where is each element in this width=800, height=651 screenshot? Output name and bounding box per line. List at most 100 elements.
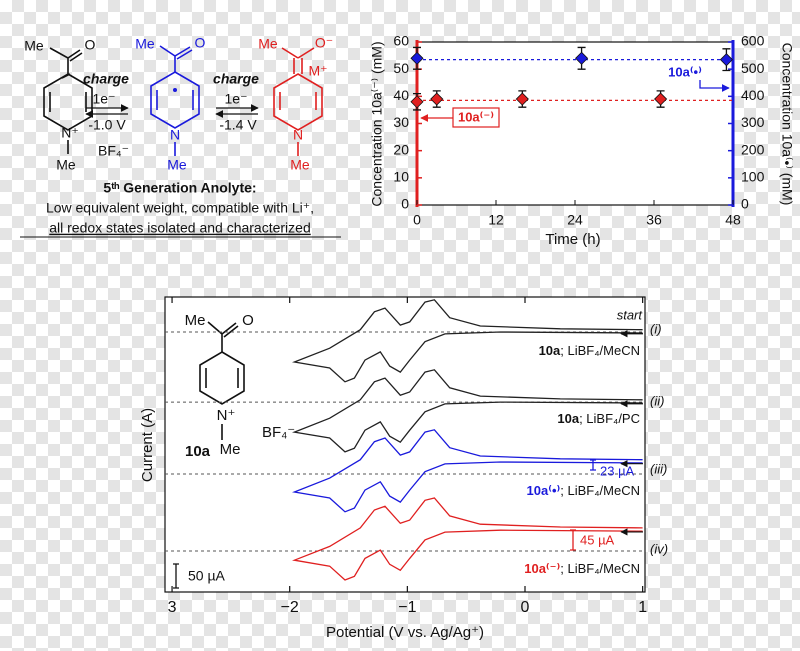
label: O	[242, 312, 254, 329]
x-tick-label: 48	[725, 212, 741, 228]
trace-tag: (ii)	[650, 393, 664, 408]
radical-dot	[173, 88, 177, 92]
medium: ; LiBF₄/MeCN	[560, 561, 640, 576]
label: N⁺	[61, 125, 79, 141]
medium: ; LiBF₄/MeCN	[560, 483, 640, 498]
label: Me	[290, 157, 310, 173]
y-tick-label: 60	[393, 33, 409, 49]
x-tick-label: −1	[398, 599, 416, 616]
label: O	[85, 37, 96, 53]
label: 1e⁻	[93, 91, 116, 107]
trace-label: 10a⁽⁻⁾; LiBF₄/MeCN	[524, 561, 640, 576]
y2-tick-label: 0	[741, 196, 749, 212]
y2-tick-label: 200	[741, 141, 765, 157]
label: O	[195, 35, 206, 51]
y-axis-title: Current (A)	[139, 408, 156, 482]
label: -1.0 V	[88, 117, 126, 133]
y2-tick-label: 300	[741, 114, 765, 130]
compound: 10a	[539, 343, 561, 358]
point	[654, 92, 668, 106]
x-tick-label: 0	[413, 212, 421, 228]
ring	[150, 71, 200, 129]
scale-label: 45 µA	[580, 532, 615, 547]
trace-tag: (i)	[650, 321, 662, 336]
acetyl	[159, 45, 193, 72]
y2-tick-label: 600	[741, 33, 765, 49]
medium: ; LiBF₄/MeCN	[560, 343, 640, 358]
series-arrow	[699, 80, 730, 92]
right-molecule: Me O⁻ M⁺ N Me	[258, 35, 333, 173]
enolate	[281, 47, 315, 74]
caption-title: 5ᵗʰ Generation Anolyte:	[103, 180, 256, 196]
compound: 10a⁽⁻⁾	[524, 561, 560, 576]
x-tick-label: 3	[168, 599, 177, 616]
y-tick-label: 30	[393, 114, 409, 130]
medium: ; LiBF₄/PC	[579, 411, 640, 426]
caption: all redox states isolated and characteri…	[49, 220, 310, 236]
point	[575, 51, 589, 65]
scale-bar-label: 50 µA	[188, 568, 226, 584]
point	[515, 92, 529, 106]
y-tick-label: 40	[393, 87, 409, 103]
label: Me	[135, 36, 155, 52]
acetyl	[207, 321, 239, 352]
label: M⁺	[308, 63, 327, 79]
label: BF₄⁻	[262, 424, 295, 441]
series-label: 10a⁽⁻⁾	[458, 109, 494, 124]
y-tick-label: 10	[393, 169, 409, 185]
series-label: 10a⁽•⁾	[668, 64, 702, 79]
scale-bracket	[570, 529, 576, 551]
point	[719, 53, 733, 67]
x-tick-label: 0	[521, 599, 530, 616]
y-tick-label: 20	[393, 141, 409, 157]
scale-bar	[173, 563, 179, 589]
point	[430, 92, 444, 106]
label: charge	[83, 71, 129, 87]
label: -1.4 V	[219, 117, 257, 133]
plot-frame	[164, 296, 646, 593]
cv-curve	[291, 369, 643, 453]
compound: 10a⁽•⁾	[527, 483, 561, 498]
label: O⁻	[315, 35, 333, 51]
x-tick-label: 1	[638, 599, 647, 616]
ring	[199, 351, 245, 405]
y-axis-title: Concentration 10a⁽⁻⁾ (mM)	[369, 41, 385, 206]
scheme: Me O N⁺ Me BF₄⁻ charge 1e⁻ -1.0 V Me O N…	[20, 35, 341, 238]
cv-curve	[291, 429, 643, 513]
y2-tick-label: 100	[741, 169, 765, 185]
start-label: start	[617, 307, 644, 322]
y-tick-label: 50	[393, 60, 409, 76]
label: Me	[185, 312, 206, 329]
cv-curve	[291, 299, 643, 383]
label: Me	[220, 441, 241, 458]
y2-axis-title: Concentration 10a⁽•⁾ (mM)	[779, 43, 795, 206]
ring	[273, 73, 323, 131]
ring	[43, 73, 93, 131]
label: N	[293, 127, 303, 143]
caption: Low equivalent weight, compatible with L…	[46, 200, 314, 216]
x-axis-title: Time (h)	[545, 231, 600, 248]
trace-label: 10a; LiBF₄/MeCN	[539, 343, 640, 358]
scale-label: 23 µA	[600, 463, 635, 478]
structure-10a: Me O N⁺ Me BF₄⁻ 10a	[185, 312, 296, 460]
trace-label: 10a; LiBF₄/PC	[557, 411, 640, 426]
label: N	[170, 127, 180, 143]
point	[410, 51, 424, 65]
x-tick-label: −2	[281, 599, 299, 616]
label: 1e⁻	[225, 91, 248, 107]
trace-label: 10a⁽•⁾; LiBF₄/MeCN	[527, 483, 640, 498]
label: N⁺	[217, 407, 236, 424]
y2-tick-label: 400	[741, 87, 765, 103]
label: Me	[56, 157, 76, 173]
label: charge	[213, 71, 259, 87]
label: BF₄⁻	[98, 143, 129, 159]
compound-name: 10a	[185, 443, 211, 460]
y2-tick-label: 500	[741, 60, 765, 76]
middle-molecule: Me O N Me	[135, 35, 205, 173]
y-tick-label: 0	[401, 196, 409, 212]
label: Me	[258, 36, 278, 52]
point	[410, 95, 424, 109]
trace-tag: (iv)	[650, 541, 668, 556]
cv-curve	[291, 497, 643, 581]
